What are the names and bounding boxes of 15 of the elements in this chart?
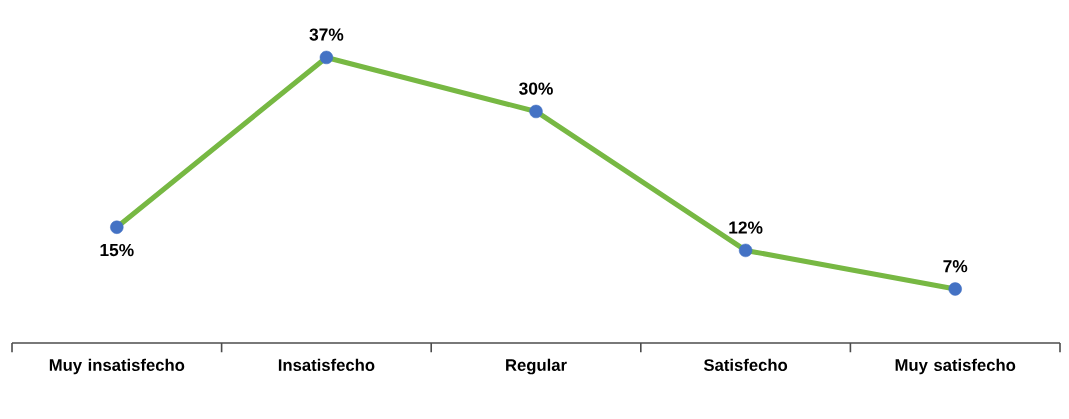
x-tick-label: Regular — [506, 358, 567, 375]
data-label: 7% — [943, 260, 968, 273]
x-tick-label: Insatisfecho — [278, 358, 375, 371]
data-label: 37% — [309, 28, 344, 41]
point — [110, 220, 124, 234]
data-label: 12% — [729, 221, 763, 234]
point — [319, 50, 334, 65]
data-label: 15% — [100, 243, 134, 257]
x-tick-label: Muy satisfecho — [895, 358, 1016, 375]
point — [948, 282, 962, 296]
x-tick-label: Satisfecho — [703, 358, 788, 371]
point — [738, 243, 753, 258]
data-label: 30% — [519, 82, 553, 95]
point — [529, 104, 543, 119]
x-tick-label: Muy insatisfecho — [49, 358, 185, 375]
